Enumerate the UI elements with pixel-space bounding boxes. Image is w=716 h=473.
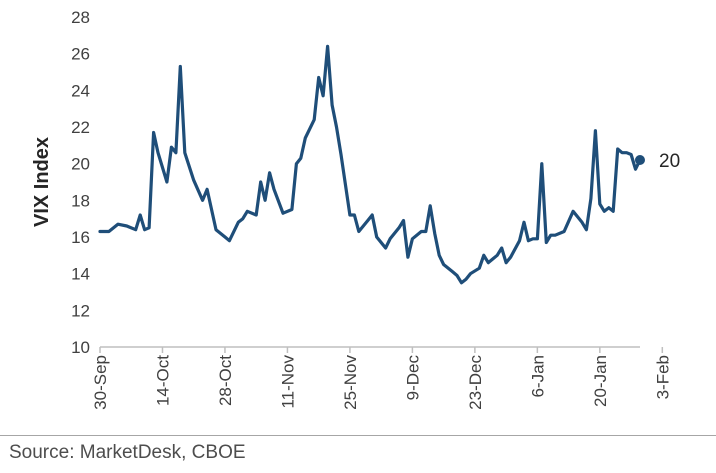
x-tick-label: 9-Dec — [403, 355, 422, 401]
y-tick-label: 22 — [71, 118, 90, 137]
x-tick-label: 3-Feb — [653, 355, 672, 399]
vix-line-chart: 10 12 14 16 18 20 22 24 26 28 30-Sep 14-Oct 28-Oct 1… — [31, 8, 716, 410]
source-divider — [0, 435, 716, 436]
y-axis-title: VIX Index — [31, 137, 53, 227]
y-tick-label: 16 — [71, 228, 90, 247]
x-tick-label: 20-Jan — [591, 355, 610, 407]
last-value-marker — [635, 155, 645, 165]
x-tick-label: 14-Oct — [153, 355, 172, 406]
x-tick-label: 23-Dec — [466, 355, 485, 410]
y-tick-label: 24 — [71, 81, 90, 100]
y-tick-label: 28 — [71, 8, 90, 27]
source-note: Source: MarketDesk, CBOE — [9, 442, 246, 463]
y-axis-ticks: 10 12 14 16 18 20 22 24 26 28 — [71, 8, 90, 357]
vix-series-line — [98, 44, 642, 285]
x-tick-label: 25-Nov — [341, 355, 360, 410]
y-tick-label: 18 — [71, 191, 90, 210]
y-tick-label: 10 — [71, 338, 90, 357]
x-tick-label: 11-Nov — [278, 355, 297, 409]
y-tick-label: 14 — [71, 265, 90, 284]
x-tick-label: 30-Sep — [91, 355, 110, 410]
x-tick-label: 28-Oct — [216, 355, 235, 406]
y-tick-label: 26 — [71, 45, 90, 64]
last-value-label: 20 — [659, 151, 680, 172]
y-tick-label: 20 — [71, 155, 90, 174]
x-axis-ticks: 30-Sep 14-Oct 28-Oct 11-Nov 25-Nov 9-Dec 23-De… — [91, 347, 716, 410]
x-tick-label: 6-Jan — [528, 355, 547, 398]
y-tick-label: 12 — [71, 301, 90, 320]
